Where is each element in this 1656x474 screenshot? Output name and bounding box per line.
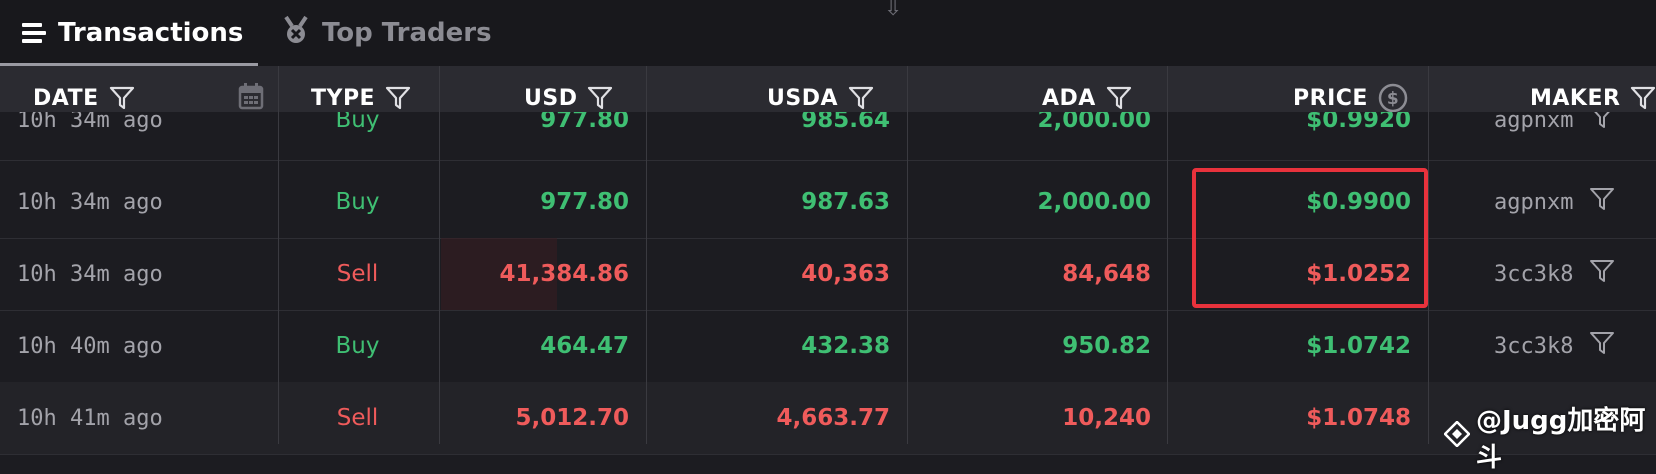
maker-address[interactable]: agpnxm (1494, 189, 1574, 215)
tab-transactions[interactable]: Transactions (22, 0, 243, 66)
usd-cell: 977.80 (540, 189, 629, 215)
type-cell: Buy (335, 333, 380, 359)
table-row[interactable]: 10h 40m ago Buy 464.47 432.38 950.82 $1.… (0, 310, 1656, 383)
column-divider (907, 66, 908, 444)
column-header-usda[interactable]: USDA (767, 66, 874, 130)
active-tab-indicator (0, 63, 258, 66)
usd-cell: 5,012.70 (515, 405, 630, 431)
chevron-down-icon[interactable]: ⇩ (884, 0, 903, 21)
usd-cell: 464.47 (540, 333, 629, 359)
date-cell: 10h 41m ago (17, 405, 163, 431)
ada-cell: 2,000.00 (1037, 112, 1152, 133)
usda-cell: 987.63 (801, 189, 890, 215)
table-row[interactable]: 10h 34m ago Buy 977.80 985.64 2,000.00 $… (0, 112, 1656, 161)
ada-cell: 950.82 (1062, 333, 1151, 359)
column-header-type[interactable]: TYPE (311, 66, 411, 130)
filter-icon[interactable] (1589, 112, 1615, 135)
filter-icon[interactable] (1630, 86, 1656, 110)
type-cell: Buy (335, 112, 380, 133)
svg-text:$: $ (1387, 89, 1399, 109)
price-cell: $1.0748 (1306, 405, 1411, 431)
table-row[interactable]: 10h 41m ago Sell 5,012.70 4,663.77 10,24… (0, 382, 1656, 455)
column-header-maker[interactable]: MAKER (1530, 66, 1656, 130)
table-row[interactable]: 10h 34m ago Sell 41,384.86 40,363 84,648… (0, 238, 1656, 311)
usd-cell: 977.80 (540, 112, 629, 133)
filter-icon[interactable] (1589, 259, 1615, 289)
menu-icon (22, 19, 46, 47)
tab-label: Top Traders (322, 18, 492, 48)
date-cell: 10h 40m ago (17, 333, 163, 359)
medal-icon (282, 15, 310, 52)
column-divider (646, 66, 647, 444)
filter-icon[interactable] (109, 86, 135, 110)
ada-cell: 10,240 (1062, 405, 1151, 431)
filter-icon[interactable] (587, 86, 613, 110)
type-cell: Buy (335, 189, 380, 215)
watermark-text: @Jugg加密阿斗 (1476, 406, 1646, 473)
maker-cell[interactable]: agpnxm (1494, 112, 1615, 156)
ada-cell: 2,000.00 (1037, 189, 1152, 215)
maker-cell[interactable]: agpnxm (1494, 166, 1615, 238)
volume-bar (441, 238, 557, 310)
filter-icon[interactable] (1589, 187, 1615, 217)
table-row[interactable]: 10h 34m ago Buy 977.80 987.63 2,000.00 $… (0, 166, 1656, 239)
column-divider (1428, 66, 1429, 444)
usda-cell: 432.38 (801, 333, 890, 359)
type-cell: Sell (336, 405, 379, 431)
date-cell: 10h 34m ago (17, 189, 163, 215)
type-cell: Sell (336, 261, 379, 287)
price-cell: $1.0252 (1306, 261, 1411, 287)
filter-icon[interactable] (385, 86, 411, 110)
price-cell: $1.0742 (1306, 333, 1411, 359)
usda-cell: 985.64 (801, 112, 890, 133)
filter-icon[interactable] (1589, 331, 1615, 361)
usda-cell: 4,663.77 (776, 405, 891, 431)
column-header-ada[interactable]: ADA (1042, 66, 1132, 130)
usda-cell: 40,363 (801, 261, 890, 287)
watermark: @Jugg加密阿斗 (1443, 400, 1656, 474)
tab-label: Transactions (58, 18, 244, 48)
filter-icon[interactable] (1106, 86, 1132, 110)
price-cell: $0.9900 (1306, 189, 1411, 215)
maker-address[interactable]: agpnxm (1494, 112, 1574, 133)
maker-cell[interactable]: 3cc3k8 (1494, 238, 1615, 310)
maker-address[interactable]: 3cc3k8 (1494, 261, 1574, 287)
price-cell: $0.9920 (1306, 112, 1411, 133)
filter-icon[interactable] (848, 86, 874, 110)
highlight-box (1192, 168, 1428, 308)
diamond-logo-icon (1443, 419, 1471, 454)
dollar-circle-icon[interactable]: $ (1378, 83, 1408, 113)
tab-bar: Transactions Top Traders ⇩ (0, 0, 1656, 66)
maker-address[interactable]: 3cc3k8 (1494, 333, 1574, 359)
column-header-price[interactable]: PRICE $ (1293, 66, 1408, 130)
column-header-date[interactable]: DATE (33, 66, 135, 130)
maker-cell[interactable]: 3cc3k8 (1494, 310, 1615, 382)
calendar-icon[interactable] (238, 82, 264, 110)
usd-cell: 41,384.86 (499, 261, 630, 287)
column-header-usd[interactable]: USD (524, 66, 613, 130)
date-cell: 10h 34m ago (17, 261, 163, 287)
ada-cell: 84,648 (1062, 261, 1151, 287)
column-divider (278, 66, 279, 444)
column-divider (1167, 66, 1168, 444)
column-divider (439, 66, 440, 444)
date-cell: 10h 34m ago (17, 112, 163, 133)
tab-top-traders[interactable]: Top Traders (282, 0, 492, 66)
